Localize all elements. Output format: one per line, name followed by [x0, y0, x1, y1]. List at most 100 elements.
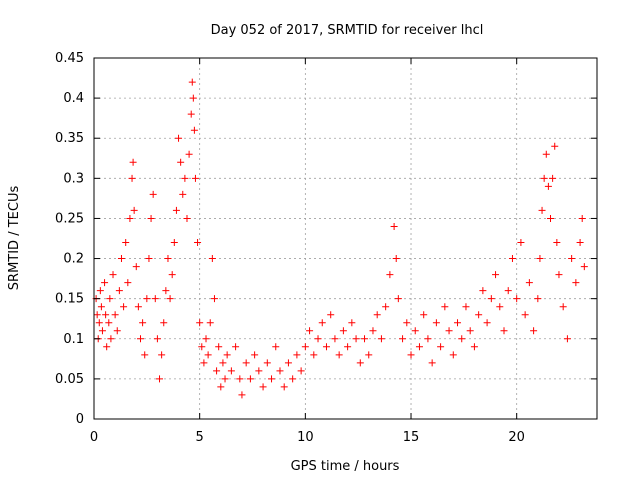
data-point — [238, 391, 246, 399]
data-point — [390, 222, 398, 230]
data-point — [437, 343, 445, 351]
y-tick-label: 0.35 — [55, 131, 84, 146]
data-point — [219, 359, 227, 367]
data-point — [194, 239, 202, 247]
data-point — [549, 174, 557, 182]
data-point — [314, 335, 322, 343]
data-point — [508, 255, 516, 263]
data-point — [441, 303, 449, 311]
data-point — [259, 383, 267, 391]
data-point — [143, 295, 151, 303]
data-point — [134, 303, 142, 311]
data-point — [200, 359, 208, 367]
data-point — [255, 367, 263, 375]
data-point — [496, 303, 504, 311]
y-tick-label: 0.3 — [63, 171, 84, 186]
data-point — [365, 351, 373, 359]
data-point — [122, 239, 130, 247]
data-point — [322, 343, 330, 351]
plot-frame — [93, 57, 598, 420]
data-point — [424, 335, 432, 343]
data-point — [106, 295, 114, 303]
data-point — [432, 319, 440, 327]
data-point — [538, 206, 546, 214]
data-point — [120, 303, 128, 311]
data-point — [382, 303, 390, 311]
data-point — [399, 335, 407, 343]
data-point — [280, 383, 288, 391]
data-point — [136, 335, 144, 343]
y-tick-label: 0.45 — [55, 51, 84, 66]
x-tick-label: 0 — [90, 430, 98, 445]
data-point — [236, 375, 244, 383]
data-point — [289, 375, 297, 383]
data-point — [284, 359, 292, 367]
data-point — [208, 255, 216, 263]
data-point — [504, 287, 512, 295]
data-point — [454, 319, 462, 327]
data-point — [168, 271, 176, 279]
data-point — [151, 295, 159, 303]
data-point — [97, 303, 105, 311]
data-point — [318, 319, 326, 327]
y-tick-label: 0.05 — [55, 372, 84, 387]
data-point — [475, 311, 483, 319]
data-point — [198, 343, 206, 351]
data-point — [191, 174, 199, 182]
data-point — [164, 255, 172, 263]
data-point — [128, 174, 136, 182]
data-point — [568, 255, 576, 263]
data-point — [115, 287, 123, 295]
data-point — [310, 351, 318, 359]
data-points — [92, 78, 588, 399]
data-point — [411, 327, 419, 335]
data-point — [392, 255, 400, 263]
x-tick-label: 5 — [196, 430, 204, 445]
y-tick-label: 0.4 — [63, 91, 84, 106]
data-point — [105, 319, 113, 327]
data-point — [534, 295, 542, 303]
data-point — [352, 335, 360, 343]
x-tick-label: 15 — [403, 430, 420, 445]
data-point — [339, 327, 347, 335]
data-point — [183, 214, 191, 222]
data-point — [462, 303, 470, 311]
data-point — [117, 255, 125, 263]
data-point — [458, 335, 466, 343]
data-point — [246, 375, 254, 383]
data-point — [276, 367, 284, 375]
data-point — [132, 263, 140, 271]
data-point — [572, 279, 580, 287]
data-point — [361, 335, 369, 343]
data-point — [268, 375, 276, 383]
data-point — [470, 343, 478, 351]
data-point — [251, 351, 259, 359]
data-point — [327, 311, 335, 319]
data-point — [331, 335, 339, 343]
data-point — [190, 126, 198, 134]
data-point — [196, 319, 204, 327]
data-point — [166, 295, 174, 303]
data-point — [297, 367, 305, 375]
data-point — [576, 239, 584, 247]
data-point — [109, 271, 117, 279]
data-point — [130, 206, 138, 214]
data-point — [129, 158, 137, 166]
data-point — [175, 134, 183, 142]
data-point — [98, 327, 106, 335]
data-point — [221, 375, 229, 383]
y-tick-label: 0.1 — [63, 332, 84, 347]
data-point — [170, 239, 178, 247]
data-point — [181, 174, 189, 182]
data-point — [141, 351, 149, 359]
data-point — [158, 351, 166, 359]
data-point — [521, 311, 529, 319]
data-point — [213, 367, 221, 375]
data-point — [204, 351, 212, 359]
data-point — [415, 343, 423, 351]
x-tick-label: 10 — [297, 430, 314, 445]
data-point — [403, 319, 411, 327]
data-point — [563, 335, 571, 343]
data-point — [263, 359, 271, 367]
